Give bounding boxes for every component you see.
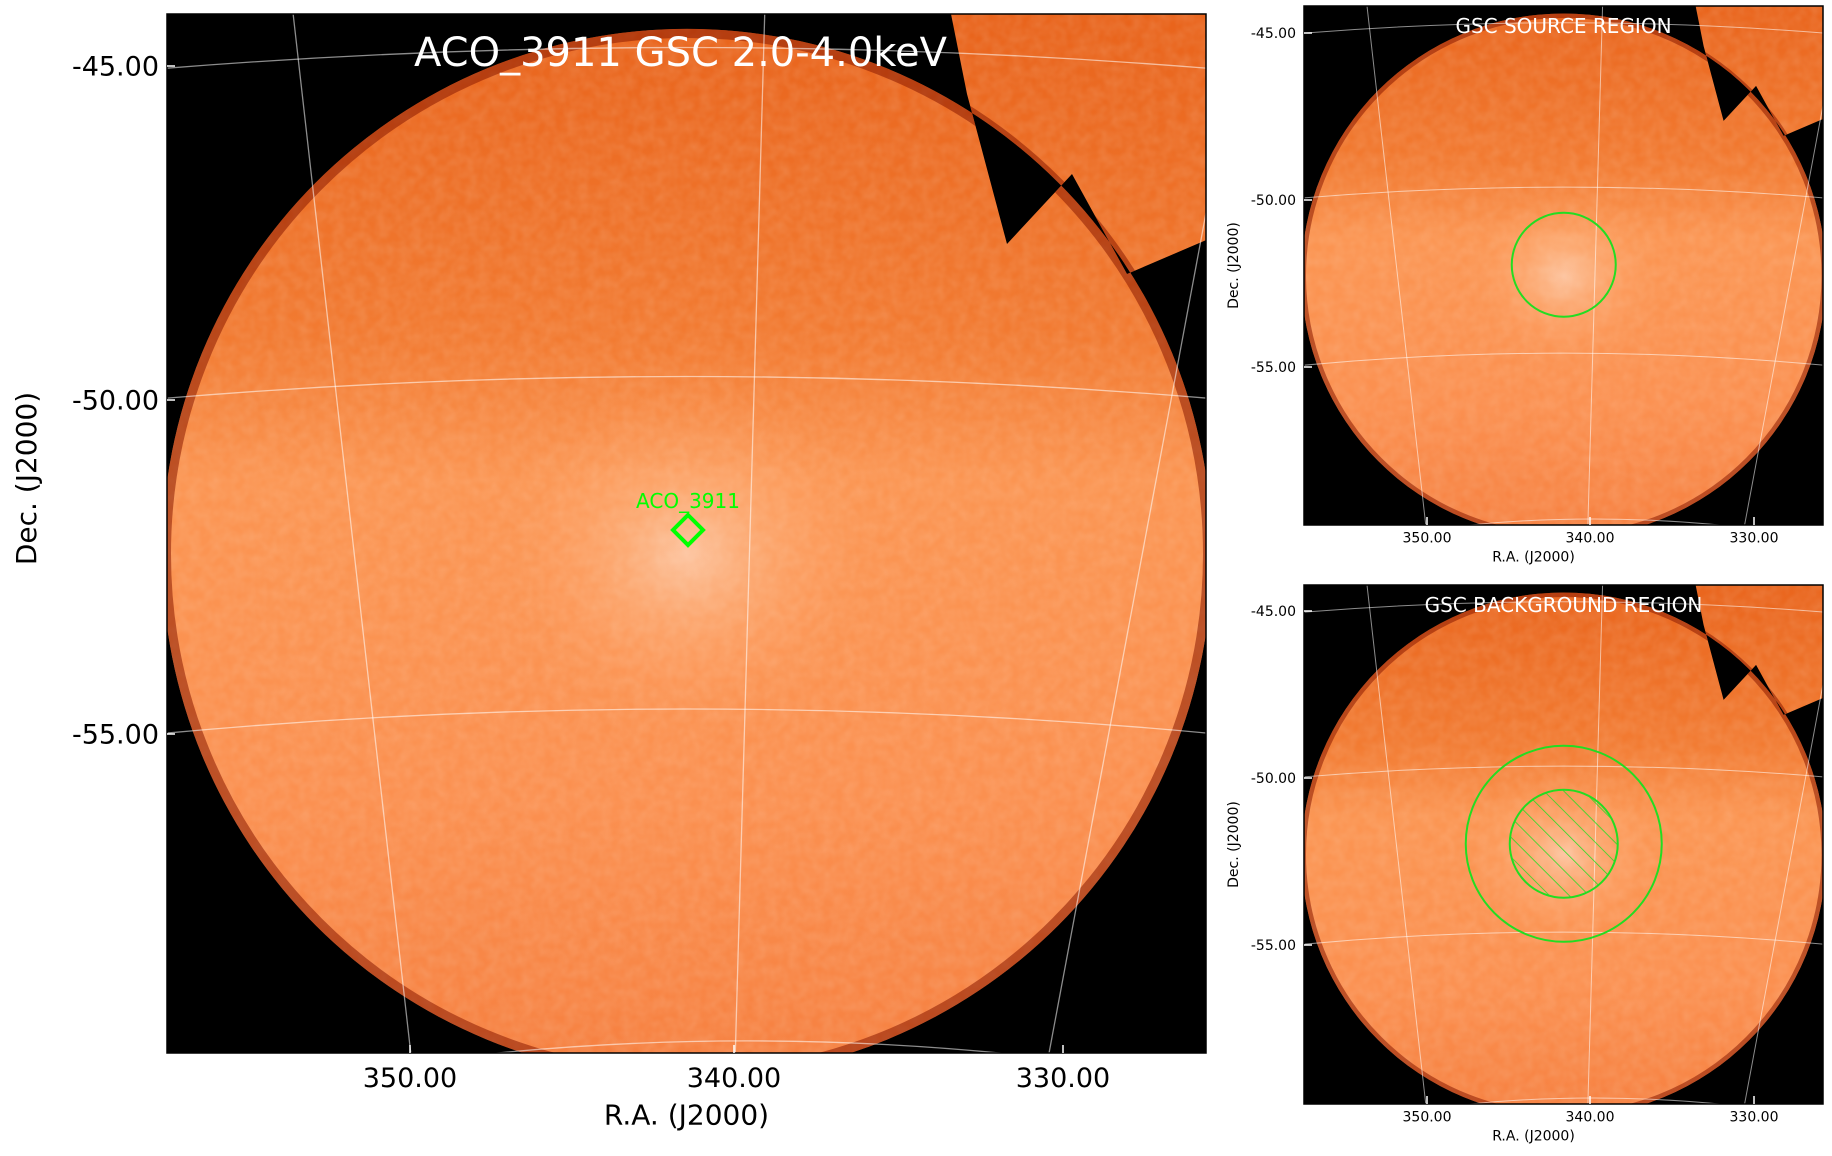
ra-gridline — [292, 14, 412, 1053]
x-axis-label: R.A. (J2000) — [1492, 1128, 1575, 1144]
y-axis-label: Dec. (J2000) — [1226, 222, 1242, 309]
field-edge — [1304, 10, 1823, 525]
dec-gridline — [1464, 518, 1725, 525]
y-axis-label: Dec. (J2000) — [10, 392, 43, 565]
dec-gridline — [167, 46, 1206, 69]
coordinate-grid — [1304, 585, 1823, 1104]
ra-gridline — [1587, 6, 1604, 525]
x-tick-label: 330.00 — [1016, 1063, 1110, 1094]
x-tick-label: 340.00 — [1566, 531, 1615, 547]
dec-gridline — [491, 1040, 1007, 1053]
plot-area — [1304, 6, 1823, 525]
x-tick-label: 350.00 — [1403, 1110, 1452, 1126]
plot-frame — [1303, 584, 1824, 1105]
background-annulus — [1464, 744, 1663, 943]
panel-source-region: GSC SOURCE REGION 350.00 340.00 330.00 -45.0… — [1226, 5, 1824, 565]
plot-area — [1304, 585, 1823, 1104]
plot-frame — [166, 13, 1207, 1054]
coordinate-grid — [1304, 6, 1823, 525]
ra-gridline — [1744, 102, 1823, 525]
chart-title: GSC SOURCE REGION — [1455, 14, 1671, 38]
x-tick-label: 350.00 — [1403, 531, 1452, 547]
ra-gridline — [1744, 681, 1823, 1104]
cluster-marker-label: ACO_3911 — [636, 489, 740, 513]
panel-background-region: GSC BACKGROUND REGION 350.00 340.00 330.00 -… — [1226, 584, 1824, 1144]
chart-title: GSC BACKGROUND REGION — [1425, 593, 1703, 617]
ra-gridline — [1366, 6, 1427, 525]
dec-gridline — [1304, 186, 1823, 199]
y-tick-label: -50.00 — [1251, 193, 1296, 209]
ra-gridline — [1366, 585, 1427, 1104]
panel-main: ACO_3911 ACO_3911 GSC 2.0-4.0keV 350.00 340… — [10, 13, 1207, 1132]
ra-gridline — [734, 14, 766, 1053]
dec-gridline — [1304, 22, 1823, 34]
dec-gridline — [1304, 352, 1823, 366]
dec-gridline — [1304, 931, 1823, 945]
plot-area: ACO_3911 — [167, 14, 1206, 1053]
x-axis-label: R.A. (J2000) — [1492, 549, 1575, 565]
y-tick-label: -50.00 — [72, 385, 159, 416]
dec-gridline — [1464, 1097, 1725, 1104]
x-tick-label: 340.00 — [1566, 1110, 1615, 1126]
x-tick-label: 350.00 — [363, 1063, 457, 1094]
dec-gridline — [1304, 601, 1823, 613]
ra-gridline — [1048, 209, 1206, 1053]
plot-frame — [1303, 5, 1824, 526]
y-tick-label: -45.00 — [1251, 26, 1296, 42]
x-axis-label: R.A. (J2000) — [604, 1099, 769, 1132]
y-axis-label: Dec. (J2000) — [1226, 801, 1242, 888]
x-tick-label: 340.00 — [687, 1063, 781, 1094]
x-tick-label: 330.00 — [1730, 531, 1779, 547]
coordinate-grid — [167, 14, 1206, 1053]
dec-gridline — [167, 375, 1206, 399]
y-tick-label: -55.00 — [72, 719, 159, 750]
dec-gridline — [1304, 765, 1823, 778]
chart-title: ACO_3911 GSC 2.0-4.0keV — [414, 30, 948, 76]
excluded-source-circle — [1508, 788, 1619, 899]
x-tick-label: 330.00 — [1730, 1110, 1779, 1126]
y-tick-label: -45.00 — [72, 51, 159, 82]
y-tick-label: -50.00 — [1251, 771, 1296, 787]
y-tick-label: -55.00 — [1251, 938, 1296, 954]
y-tick-label: -55.00 — [1251, 360, 1296, 376]
dec-gridline — [167, 708, 1206, 734]
y-tick-label: -45.00 — [1251, 604, 1296, 620]
cluster-marker — [670, 512, 706, 548]
field-edge — [1304, 589, 1823, 1104]
source-region-circle — [1510, 211, 1617, 318]
field-edge — [167, 24, 1206, 1053]
